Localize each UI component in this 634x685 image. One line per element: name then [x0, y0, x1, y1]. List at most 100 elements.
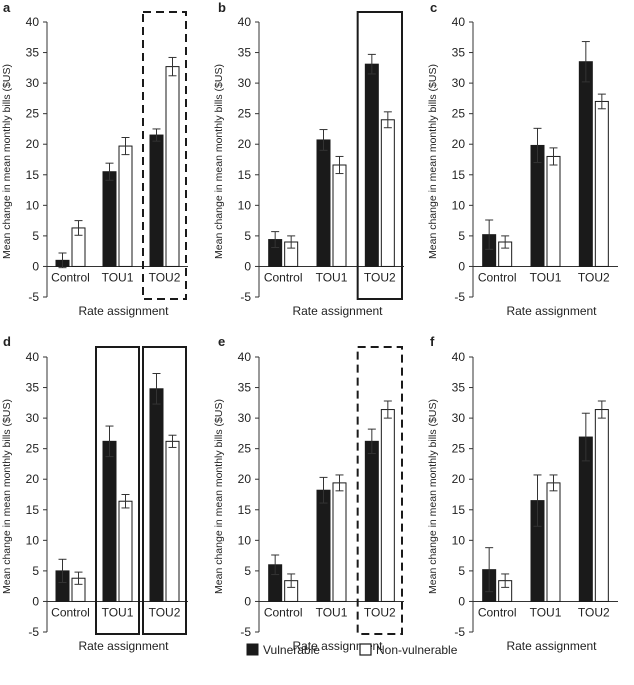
- legend-label-non-vulnerable: Non-vulnerable: [376, 643, 458, 657]
- y-axis-label-a: Mean change in mean monthly bills ($US): [1, 64, 13, 259]
- y-tick-label-b: 35: [238, 46, 252, 60]
- y-tick-label-a: 5: [32, 229, 39, 243]
- x-category-label-a-tou1: TOU1: [102, 270, 134, 284]
- y-tick-label-c: 35: [452, 46, 466, 60]
- y-tick-label-a: 10: [26, 198, 40, 212]
- y-tick-label-b: 15: [238, 168, 252, 182]
- bar-f-tou2-non-vulnerable: [594, 409, 609, 602]
- bar-d-tou1-non-vulnerable: [118, 500, 133, 602]
- x-category-label-f-tou1: TOU1: [530, 605, 562, 619]
- bar-f-tou1-non-vulnerable: [546, 482, 561, 602]
- y-tick-label-e: 25: [238, 442, 252, 456]
- y-tick-label-b: 0: [244, 259, 251, 273]
- y-tick-label-d: 30: [26, 411, 40, 425]
- bar-a-tou1-vulnerable: [102, 171, 117, 267]
- y-tick-label-c: 5: [458, 229, 465, 243]
- bar-c-tou1-vulnerable: [530, 144, 545, 267]
- y-tick-label-c: 40: [452, 15, 466, 29]
- x-category-label-b-control: Control: [264, 270, 303, 284]
- y-tick-label-a: 25: [26, 107, 40, 121]
- panels-group: a -5 0 5 10 15 20 25 30 35 40 Mean change in mean m…: [1, 0, 618, 653]
- highlight-box-d-tou1: [95, 346, 140, 635]
- y-tick-label-f: 30: [452, 411, 466, 425]
- y-tick-label-e: 40: [238, 350, 252, 364]
- y-axis-label-e: Mean change in mean monthly bills ($US): [213, 399, 225, 594]
- bar-b-tou2-non-vulnerable: [380, 119, 395, 267]
- bar-e-tou2-non-vulnerable: [380, 409, 395, 602]
- x-category-label-b-tou1: TOU1: [316, 270, 348, 284]
- legend-swatch-non-vulnerable: [359, 643, 372, 656]
- x-category-label-f-control: Control: [478, 605, 517, 619]
- y-tick-label-f: 15: [452, 503, 466, 517]
- panel-e: e -5 0 5 10 15 20 25 30 35 40 Mean change in mean m…: [213, 334, 404, 653]
- y-tick-label-f: 20: [452, 472, 466, 486]
- y-tick-label-e: 5: [244, 564, 251, 578]
- y-tick-label-e: 30: [238, 411, 252, 425]
- y-tick-label-f: 40: [452, 350, 466, 364]
- bar-d-tou2-vulnerable: [149, 388, 164, 602]
- y-axis-label-c: Mean change in mean monthly bills ($US): [427, 64, 439, 259]
- x-axis-label-f: Rate assignment: [506, 639, 597, 653]
- y-tick-label-c: 15: [452, 168, 466, 182]
- panel-letter-c: c: [430, 0, 437, 15]
- y-tick-label-c: 10: [452, 198, 466, 212]
- x-category-label-c-tou2: TOU2: [578, 270, 610, 284]
- highlight-box-b-tou2: [356, 11, 403, 300]
- x-category-label-b-tou2: TOU2: [364, 270, 396, 284]
- figure-legend: Vulnerable Non-vulnerable: [246, 643, 458, 657]
- y-tick-label-d: 40: [26, 350, 40, 364]
- bar-e-tou1-vulnerable: [316, 489, 331, 602]
- y-axis-label-d: Mean change in mean monthly bills ($US): [1, 399, 13, 594]
- panel-c: c -5 0 5 10 15 20 25 30 35 40 Mean change in mean m…: [427, 0, 618, 318]
- x-category-label-c-control: Control: [478, 270, 517, 284]
- y-tick-label-d: 35: [26, 381, 40, 395]
- y-tick-label-c: -5: [454, 290, 465, 304]
- y-tick-label-f: 25: [452, 442, 466, 456]
- highlight-box-e-tou2: [356, 346, 403, 635]
- x-axis-label-c: Rate assignment: [506, 304, 597, 318]
- highlight-box-d-tou2: [142, 346, 187, 635]
- bar-a-tou2-non-vulnerable: [165, 66, 180, 267]
- y-tick-label-e: -5: [240, 625, 251, 639]
- y-tick-label-d: 20: [26, 472, 40, 486]
- y-tick-label-a: 35: [26, 46, 40, 60]
- y-tick-label-f: 5: [458, 564, 465, 578]
- y-tick-label-a: 20: [26, 137, 40, 151]
- bar-e-tou2-vulnerable: [364, 440, 379, 602]
- bar-d-tou2-non-vulnerable: [165, 440, 180, 602]
- y-tick-label-a: 0: [32, 259, 39, 273]
- y-tick-label-b: 30: [238, 76, 252, 90]
- y-tick-label-c: 25: [452, 107, 466, 121]
- x-category-label-a-control: Control: [51, 270, 90, 284]
- y-tick-label-a: 40: [26, 15, 40, 29]
- panel-b: b -5 0 5 10 15 20 25 30 35 40 Mean change in mean m…: [213, 0, 404, 318]
- y-tick-label-f: 0: [458, 594, 465, 608]
- y-tick-label-c: 30: [452, 76, 466, 90]
- panel-d: d -5 0 5 10 15 20 25 30 35 40 Mean change in mean m…: [1, 334, 188, 653]
- y-tick-label-f: 10: [452, 533, 466, 547]
- x-category-label-d-tou2: TOU2: [149, 605, 181, 619]
- y-tick-label-d: 25: [26, 442, 40, 456]
- bar-e-tou1-non-vulnerable: [332, 482, 347, 602]
- bar-a-tou1-non-vulnerable: [118, 145, 133, 267]
- bar-b-tou2-vulnerable: [364, 63, 379, 267]
- bar-b-tou1-vulnerable: [316, 139, 331, 267]
- y-tick-label-e: 20: [238, 472, 252, 486]
- y-tick-label-c: 0: [458, 259, 465, 273]
- y-tick-label-d: 10: [26, 533, 40, 547]
- y-tick-label-e: 15: [238, 503, 252, 517]
- x-category-label-c-tou1: TOU1: [530, 270, 562, 284]
- y-tick-label-a: -5: [28, 290, 39, 304]
- x-axis-label-a: Rate assignment: [78, 304, 169, 318]
- y-tick-label-b: 10: [238, 198, 252, 212]
- bar-d-tou1-vulnerable: [102, 440, 117, 602]
- x-category-label-a-tou2: TOU2: [149, 270, 181, 284]
- x-category-label-f-tou2: TOU2: [578, 605, 610, 619]
- panel-letter-f: f: [430, 334, 435, 349]
- y-tick-label-c: 20: [452, 137, 466, 151]
- panel-a: a -5 0 5 10 15 20 25 30 35 40 Mean change in mean m…: [1, 0, 188, 318]
- y-tick-label-b: 40: [238, 15, 252, 29]
- bar-c-tou2-vulnerable: [578, 61, 593, 267]
- x-category-label-d-tou1: TOU1: [102, 605, 134, 619]
- x-category-label-e-tou2: TOU2: [364, 605, 396, 619]
